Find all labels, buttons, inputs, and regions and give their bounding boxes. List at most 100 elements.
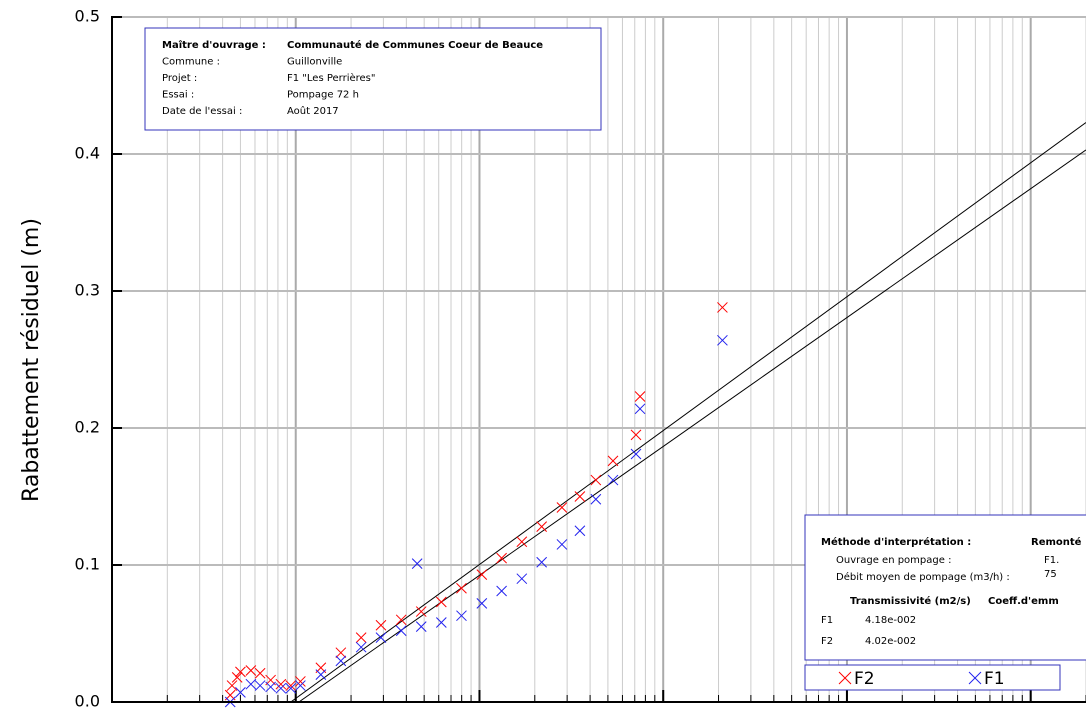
- y-tick-label: 0.3: [75, 281, 100, 300]
- row-value: F1.: [1044, 555, 1059, 566]
- legend-label: F1: [984, 669, 1005, 689]
- y-tick-label: 0.1: [75, 555, 100, 574]
- point: [717, 334, 728, 346]
- row-value: 75: [1044, 569, 1057, 580]
- point: [574, 491, 586, 502]
- point-stroke: [295, 676, 306, 687]
- point: [265, 681, 276, 693]
- point-stroke: [226, 680, 238, 691]
- point: [717, 302, 728, 313]
- row-label: Ouvrage en pompage :: [836, 555, 951, 566]
- info-label: Projet :: [162, 73, 197, 84]
- point: [556, 539, 568, 550]
- info-label: Essai :: [162, 90, 194, 101]
- point: [285, 682, 297, 694]
- point: [574, 525, 586, 537]
- point: [315, 669, 327, 680]
- row-label: Débit moyen de pompage (m3/h) :: [836, 571, 1010, 583]
- point: [476, 598, 488, 609]
- point: [968, 671, 982, 685]
- point-stroke: [516, 536, 528, 548]
- info-box-frame: [144, 27, 602, 131]
- point: [435, 617, 447, 628]
- point: [536, 521, 548, 532]
- point: [556, 502, 568, 513]
- point-stroke: [231, 671, 243, 683]
- point: [634, 391, 646, 402]
- info-label: Maître d'ouvrage :: [162, 39, 266, 51]
- point-stroke: [574, 491, 586, 502]
- point: [275, 678, 287, 690]
- point: [630, 429, 642, 441]
- points: [224, 302, 728, 708]
- point-stroke: [435, 617, 447, 628]
- point: [476, 569, 488, 580]
- result-value: 4.02e-002: [865, 636, 916, 647]
- point: [285, 680, 297, 691]
- point-stroke: [717, 302, 728, 313]
- point: [590, 493, 602, 505]
- point: [395, 625, 407, 637]
- info-value: Août 2017: [287, 105, 339, 117]
- point: [516, 573, 528, 585]
- point: [335, 647, 347, 659]
- point: [607, 474, 619, 486]
- point-stroke: [285, 682, 297, 694]
- info-value: F1 "Les Perrières": [287, 72, 376, 84]
- point-stroke: [335, 647, 347, 659]
- result-name: F1: [821, 615, 833, 626]
- point: [245, 665, 257, 676]
- point-stroke: [590, 474, 602, 486]
- header: Coeff.d'emm: [988, 596, 1059, 607]
- point-stroke: [456, 610, 467, 622]
- point: [335, 655, 347, 667]
- point-stroke: [375, 632, 387, 643]
- point-stroke: [254, 667, 266, 679]
- point-stroke: [415, 621, 427, 633]
- method: Remonté: [1031, 536, 1082, 548]
- info-value: Pompage 72 h: [287, 90, 359, 101]
- point: [435, 596, 447, 608]
- point: [375, 619, 387, 631]
- point: [630, 448, 642, 460]
- point-stroke: [607, 455, 619, 467]
- info-box: Maître d'ouvrage : Communauté de Communes…: [144, 27, 602, 131]
- point-stroke: [717, 334, 728, 346]
- info-label: Commune :: [162, 57, 220, 68]
- point: [254, 680, 266, 691]
- point: [226, 680, 238, 691]
- point-stroke: [630, 429, 642, 441]
- point-stroke: [275, 678, 287, 690]
- point: [536, 556, 548, 568]
- point: [235, 666, 246, 678]
- point: [275, 682, 287, 694]
- point-stroke: [634, 403, 646, 415]
- point-stroke: [435, 596, 447, 608]
- legend-label: F2: [854, 669, 875, 689]
- point-stroke: [476, 569, 488, 580]
- y-tick-label: 0.4: [75, 144, 100, 163]
- point: [355, 641, 367, 653]
- point: [496, 552, 507, 564]
- point-stroke: [415, 606, 427, 617]
- point: [590, 474, 602, 486]
- point: [496, 585, 507, 597]
- info-label: Date de l'essai :: [162, 106, 242, 117]
- point-stroke: [456, 582, 467, 594]
- point-stroke: [496, 585, 507, 597]
- point-stroke: [315, 669, 327, 680]
- point: [456, 582, 467, 594]
- point-stroke: [634, 391, 646, 402]
- result-value: 4.18e-002: [865, 615, 916, 626]
- point: [231, 671, 243, 683]
- point: [235, 687, 246, 698]
- point-stroke: [556, 539, 568, 550]
- point-stroke: [496, 552, 507, 564]
- interpretation-box-frame: [804, 514, 1086, 661]
- method-label: Méthode d'interprétation :: [821, 536, 971, 548]
- point: [607, 455, 619, 467]
- header: Transmissivité (m2/s): [850, 595, 971, 607]
- y-tick-label: 0.0: [75, 692, 100, 711]
